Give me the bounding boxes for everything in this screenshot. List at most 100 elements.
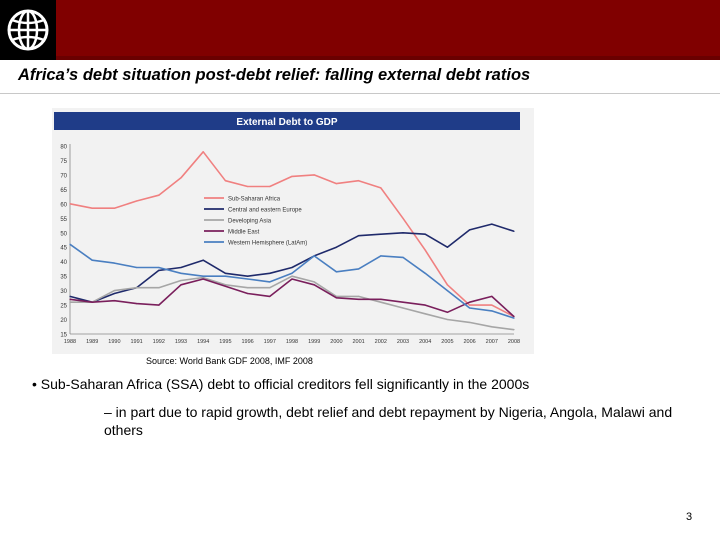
y-tick-label: 70 [60, 173, 67, 179]
data-point [335, 246, 337, 248]
chart-background [52, 108, 534, 354]
data-point [202, 151, 204, 153]
data-point [380, 187, 382, 189]
y-tick-label: 60 [60, 202, 67, 208]
data-point [313, 174, 315, 176]
page-number: 3 [686, 511, 693, 523]
y-tick-label: 80 [60, 145, 67, 151]
data-point [269, 295, 271, 297]
data-point [358, 235, 360, 237]
data-point [513, 230, 515, 232]
x-tick-label: 1991 [130, 339, 142, 345]
y-tick-label: 55 [60, 217, 67, 223]
data-point [313, 255, 315, 257]
data-point [358, 180, 360, 182]
data-point [402, 307, 404, 309]
data-point [247, 275, 249, 277]
data-point [224, 284, 226, 286]
legend-label: Middle East [228, 230, 260, 236]
data-point [269, 287, 271, 289]
chart-title-bar [54, 112, 520, 130]
data-point [380, 298, 382, 300]
data-point [136, 200, 138, 202]
data-point [291, 175, 293, 177]
data-point [202, 259, 204, 261]
legend-label: Sub-Saharan Africa [228, 197, 281, 203]
data-point [291, 272, 293, 274]
data-point [335, 297, 337, 299]
data-point [402, 217, 404, 219]
y-tick-label: 75 [60, 159, 67, 165]
data-point [180, 284, 182, 286]
data-point [491, 304, 493, 306]
data-point [180, 272, 182, 274]
y-tick-label: 30 [60, 289, 67, 295]
y-tick-label: 40 [60, 260, 67, 266]
external-debt-chart: External Debt to GDP 15 20 25 30 35 40 45 50 55 6… [52, 108, 534, 354]
data-point [358, 295, 360, 297]
data-point [247, 287, 249, 289]
data-point [469, 307, 471, 309]
data-point [491, 310, 493, 312]
data-point [158, 304, 160, 306]
data-point [402, 232, 404, 234]
data-point [180, 177, 182, 179]
data-point [513, 329, 515, 331]
y-tick-label: 65 [60, 188, 67, 194]
data-point [402, 301, 404, 303]
bullet-sub: – in part due to rapid growth, debt reli… [104, 404, 673, 438]
y-tick-label: 25 [60, 304, 67, 310]
header-banner [0, 0, 720, 60]
chart-source: Source: World Bank GDF 2008, IMF 2008 [146, 356, 313, 366]
data-point [202, 277, 204, 279]
x-tick-label: 1992 [153, 339, 165, 345]
data-point [491, 326, 493, 328]
chart-container: External Debt to GDP 15 20 25 30 35 40 45 50 55 6… [52, 108, 534, 354]
y-tick-label: 15 [60, 333, 67, 339]
data-point [69, 295, 71, 297]
data-point [113, 300, 115, 302]
data-point [469, 304, 471, 306]
x-tick-label: 1996 [241, 339, 253, 345]
data-point [91, 259, 93, 261]
data-point [202, 278, 204, 280]
x-tick-label: 1997 [264, 339, 276, 345]
bullet-main: • Sub-Saharan Africa (SSA) debt to offic… [32, 376, 530, 392]
data-point [113, 292, 115, 295]
data-point [136, 266, 138, 269]
x-tick-label: 1998 [286, 339, 298, 345]
legend-label: Central and eastern Europe [228, 208, 302, 214]
data-point [69, 243, 71, 245]
x-tick-label: 2001 [352, 339, 364, 345]
data-point [247, 185, 249, 188]
y-tick-label: 35 [60, 275, 67, 281]
data-point [313, 281, 315, 283]
x-tick-label: 1995 [219, 339, 231, 345]
data-point [224, 272, 226, 274]
data-point [424, 233, 426, 235]
x-tick-label: 2008 [508, 339, 520, 345]
data-point [224, 180, 226, 182]
banner-underline [56, 56, 720, 60]
data-point [69, 301, 71, 303]
data-point [180, 266, 182, 269]
data-point [291, 278, 293, 280]
legend-label: Developing Asia [228, 219, 272, 225]
chart-axes: 15 20 25 30 35 40 45 50 55 60 65 70 75 80 1988 1989 1990… [60, 144, 520, 345]
data-point [446, 246, 448, 248]
x-tick-label: 2004 [419, 339, 431, 345]
data-point [491, 223, 493, 225]
data-point [446, 290, 448, 292]
data-point [136, 303, 138, 305]
legend-label: Western Hemisphere (LatAm) [228, 241, 307, 247]
x-tick-label: 1993 [175, 339, 187, 345]
data-point [158, 287, 160, 289]
chart-title: External Debt to GDP [236, 117, 337, 128]
data-point [469, 301, 471, 303]
data-point [335, 183, 337, 185]
y-tick-label: 20 [60, 318, 67, 324]
data-point [380, 233, 382, 235]
data-point [158, 266, 160, 269]
data-point [91, 207, 93, 209]
data-point [424, 313, 426, 315]
